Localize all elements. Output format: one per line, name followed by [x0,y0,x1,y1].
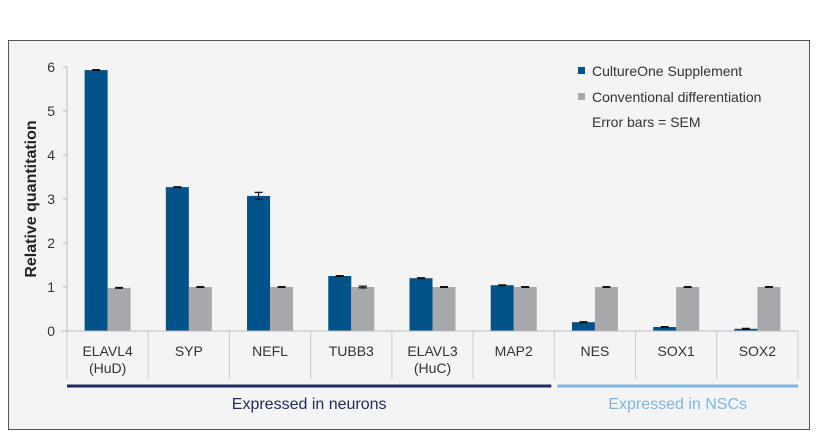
y-tick-label: 6 [47,59,55,75]
y-tick-label: 1 [47,279,55,295]
error-bar [173,186,182,189]
x-tick-label: NEFL [252,343,288,359]
x-tick-label: MAP2 [495,343,533,359]
y-tick-label: 4 [47,147,55,163]
group-label: Expressed in NSCs [608,396,747,413]
group-label: Expressed in neurons [232,396,387,413]
error-bar [92,69,101,72]
bar-conventional [351,287,375,331]
bar-conventional [270,287,294,331]
bar-conventional [757,287,781,331]
group-brackets: Expressed in neurons Expressed in NSCs [67,384,798,413]
error-bar [498,284,507,287]
x-tick-label: ELAVL3 [407,343,458,359]
y-tick-label: 3 [47,191,55,207]
error-bar [440,285,448,289]
error-bar [602,285,611,289]
x-tick-label: (HuD) [89,360,126,376]
error-bar [115,286,124,289]
legend-swatch-conventional [578,93,585,100]
x-tick-label: SOX1 [657,343,695,359]
bar-cultureone [734,328,758,331]
error-bar [196,285,205,289]
bar-cultureone [328,276,352,331]
error-bar [660,326,669,329]
chart-frame [8,40,810,430]
bar-conventional [188,287,212,331]
error-bar [254,191,263,201]
bars [84,69,781,331]
x-axis: ELAVL4(HuD) SYP NEFL TUBB3 ELAVL3(HuC) MAP2 NE… [61,330,799,379]
error-bar [335,274,344,278]
error-bar [764,285,773,289]
x-tick-label: SYP [175,343,203,359]
bar-cultureone [409,278,433,331]
legend: CultureOne Supplement Conventional diffe… [578,63,761,130]
error-bar [741,327,750,330]
y-tick-label: 5 [47,103,55,119]
error-bar [358,285,367,289]
legend-label-conventional: Conventional differentiation [592,89,761,105]
legend-label-cultureone: CultureOne Supplement [592,63,742,79]
legend-swatch-cultureone [578,67,585,74]
legend-note: Error bars = SEM [592,114,701,130]
error-bar [521,285,530,289]
bar-cultureone [571,322,595,331]
error-bar [579,321,588,324]
y-axis: 0 1 2 3 4 5 6 [47,59,68,339]
y-axis-label: Relative quantitation [23,120,40,277]
bar-cultureone [247,195,271,331]
bar-cultureone [490,285,514,331]
bar-conventional [594,287,618,331]
x-tick-label: TUBB3 [329,343,374,359]
y-tick-label: 0 [47,323,55,339]
bar-cultureone [84,70,108,331]
bar-conventional [676,287,700,331]
x-tick-label: ELAVL4 [82,343,133,359]
bar-cultureone [653,327,677,331]
error-bar [683,285,692,289]
bar-conventional [107,287,131,331]
bar-conventional [513,287,537,331]
error-bar [277,285,286,289]
x-tick-label: SOX2 [739,343,777,359]
x-tick-label: NES [581,343,610,359]
bar-cultureone [165,187,189,331]
error-bar [417,277,425,280]
y-tick-label: 2 [47,235,55,251]
x-tick-label: (HuC) [414,360,451,376]
bar-conventional [432,287,456,331]
